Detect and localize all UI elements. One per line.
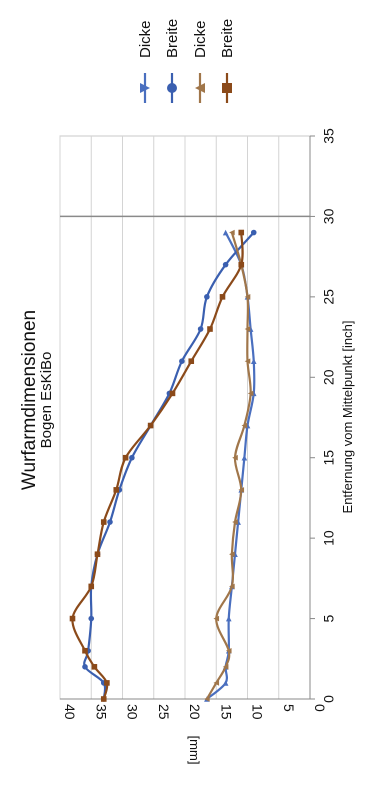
data-point — [88, 583, 95, 590]
legend-entry: Breite — [164, 19, 181, 103]
series-layer — [69, 229, 257, 702]
y-tick-label: 25 — [156, 704, 172, 720]
chart-subtitle: Bogen EsKiBo — [38, 352, 55, 449]
data-point — [197, 326, 204, 332]
data-point — [229, 583, 235, 590]
data-point — [225, 647, 232, 654]
x-tick-label: 30 — [321, 208, 337, 224]
legend-entry: Dicke — [137, 20, 154, 103]
y-tick-label: 35 — [93, 704, 109, 720]
legend-entry: Dicke — [192, 20, 209, 103]
legend-label: Dicke — [137, 20, 154, 58]
x-tick-label: 0 — [321, 695, 337, 703]
data-point — [100, 519, 107, 525]
data-point — [238, 229, 245, 236]
y-tick-label: 20 — [187, 704, 203, 720]
legend: Dicke Breite Dicke Breite — [137, 19, 236, 103]
data-point — [238, 487, 245, 493]
data-point — [213, 615, 220, 622]
data-point — [222, 261, 229, 268]
data-point — [238, 261, 245, 268]
data-point — [204, 696, 210, 702]
data-point — [229, 229, 235, 236]
data-point — [241, 422, 248, 429]
data-point — [213, 680, 220, 686]
x-tick-label: 35 — [321, 128, 337, 144]
data-point — [247, 390, 254, 397]
data-point — [244, 294, 251, 300]
data-point — [232, 519, 238, 525]
y-axis-label: [mm] — [187, 736, 202, 765]
legend-marker — [222, 83, 232, 93]
data-point — [225, 615, 232, 622]
data-point — [113, 487, 120, 493]
data-point — [229, 551, 235, 558]
x-tick-label: 25 — [321, 289, 337, 305]
data-point — [244, 358, 251, 364]
data-point — [188, 358, 195, 364]
data-point — [219, 294, 226, 300]
data-point — [129, 454, 135, 461]
data-point — [244, 326, 251, 332]
y-tick-label: 15 — [218, 704, 234, 720]
data-point — [94, 551, 101, 558]
x-tick-label: 20 — [321, 369, 337, 385]
legend-marker — [167, 83, 177, 93]
x-tick-label: 5 — [321, 614, 337, 622]
x-tick-label: 10 — [321, 530, 337, 546]
y-tick-label: 10 — [250, 704, 266, 720]
chart-title: Wurfarmdimensionen — [19, 310, 40, 490]
data-point — [241, 454, 248, 461]
grid — [59, 136, 311, 699]
data-point — [82, 647, 88, 654]
x-axis-label: Entfernung vom Mittelpunkt [inch] — [340, 321, 355, 514]
data-point — [107, 519, 113, 525]
axes: 0 5 10 15 20 25 30 35 40 0 5 10 15 20 25 30 35 — [60, 128, 337, 720]
y-tick-label: 5 — [281, 704, 297, 712]
data-point — [147, 422, 154, 429]
x-tick-label: 15 — [321, 450, 337, 466]
series-2 — [82, 229, 257, 702]
data-point — [100, 696, 107, 702]
y-tick-label: 40 — [62, 704, 78, 720]
data-point — [232, 454, 238, 461]
legend-entry: Breite — [219, 19, 236, 103]
data-point — [122, 454, 129, 461]
data-point — [169, 390, 176, 397]
data-point — [250, 358, 257, 364]
data-point — [69, 615, 76, 622]
legend-label: Breite — [164, 19, 181, 58]
legend-marker — [140, 83, 150, 93]
legend-label: Breite — [219, 19, 236, 58]
legend-label: Dicke — [192, 20, 209, 58]
data-point — [250, 229, 257, 236]
series-4 — [69, 229, 245, 702]
data-point — [91, 664, 98, 670]
data-point — [179, 358, 185, 365]
data-point — [88, 615, 95, 622]
data-point — [222, 229, 229, 236]
data-point — [204, 294, 210, 300]
legend-marker — [195, 83, 205, 93]
data-point — [104, 680, 110, 686]
data-point — [222, 680, 229, 686]
data-point — [222, 664, 229, 670]
y-tick-label: 0 — [312, 704, 328, 712]
data-point — [207, 326, 213, 332]
series-line — [71, 232, 244, 700]
series-3 — [204, 229, 254, 702]
y-tick-label: 30 — [125, 704, 141, 720]
data-point — [82, 664, 88, 670]
title-group: Wurfarmdimensionen Bogen EsKiBo — [19, 310, 55, 490]
